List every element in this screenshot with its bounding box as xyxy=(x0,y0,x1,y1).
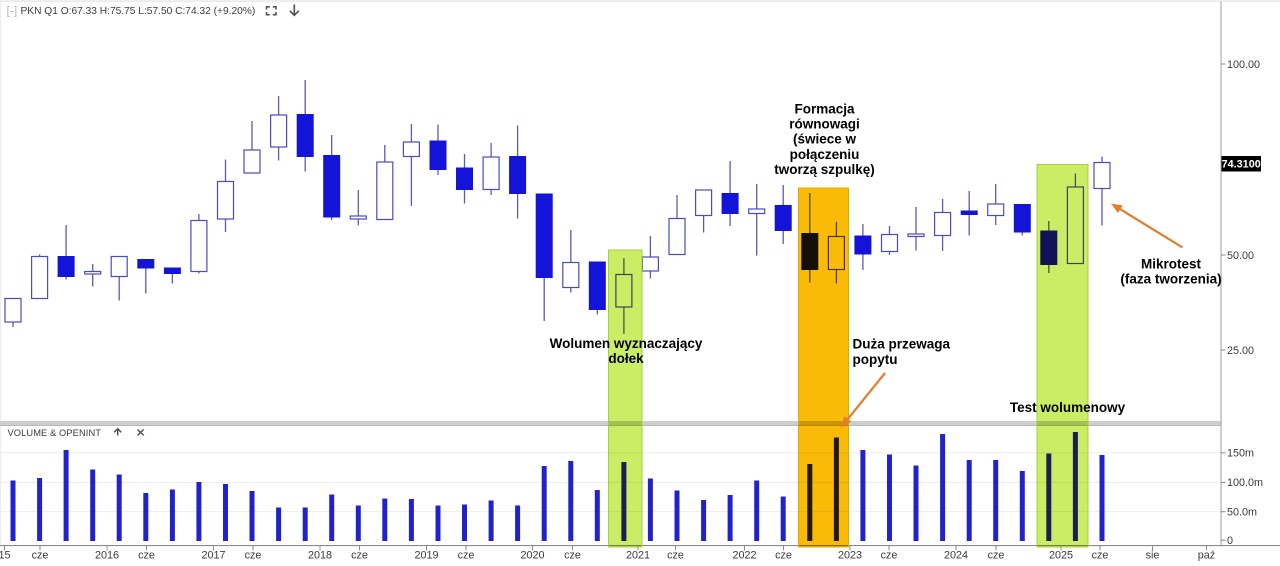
svg-text:0: 0 xyxy=(1227,535,1233,547)
svg-text:15: 15 xyxy=(0,550,11,562)
svg-text:Duża przewaga: Duża przewaga xyxy=(853,337,951,352)
svg-text:150m: 150m xyxy=(1227,448,1254,460)
svg-text:100.0m: 100.0m xyxy=(1227,477,1263,489)
svg-text:2024: 2024 xyxy=(944,550,968,562)
svg-text:cze: cze xyxy=(1092,550,1109,562)
svg-text:2017: 2017 xyxy=(201,550,225,562)
svg-text:cze: cze xyxy=(775,550,792,562)
svg-text:Wolumen wyznaczający: Wolumen wyznaczający xyxy=(550,336,703,351)
svg-text:2020: 2020 xyxy=(520,550,544,562)
svg-text:cze: cze xyxy=(32,550,49,562)
svg-text:50.00: 50.00 xyxy=(1227,250,1254,262)
svg-text:25.00: 25.00 xyxy=(1227,345,1254,357)
svg-text:PKN Q1 O:67.33 H:75.75 L:57.50: PKN Q1 O:67.33 H:75.75 L:57.50 C:74.32 (… xyxy=(21,6,256,17)
svg-text:2022: 2022 xyxy=(732,550,756,562)
svg-text:cze: cze xyxy=(564,550,581,562)
svg-text:cze: cze xyxy=(351,550,368,562)
svg-text:równowagi: równowagi xyxy=(789,116,860,131)
svg-text:popytu: popytu xyxy=(853,352,898,367)
svg-text:cze: cze xyxy=(881,550,898,562)
svg-text:Mikrotest: Mikrotest xyxy=(1141,257,1202,272)
svg-text:100.00: 100.00 xyxy=(1227,59,1260,71)
svg-text:VOLUME & OPENINT: VOLUME & OPENINT xyxy=(8,428,102,438)
svg-text:połączeniu: połączeniu xyxy=(790,147,860,162)
svg-text:tworzą szpulkę): tworzą szpulkę) xyxy=(774,162,875,177)
svg-text:(faza tworzenia): (faza tworzenia) xyxy=(1120,272,1221,287)
svg-text:cze: cze xyxy=(138,550,155,562)
svg-text:74.3100: 74.3100 xyxy=(1222,159,1261,171)
svg-text:paź: paź xyxy=(1198,550,1215,562)
svg-text:dołek: dołek xyxy=(608,351,644,366)
svg-text:cze: cze xyxy=(667,550,684,562)
svg-text:Formacja: Formacja xyxy=(794,101,855,116)
svg-text:Test wolumenowy: Test wolumenowy xyxy=(1010,400,1126,415)
svg-text:2018: 2018 xyxy=(308,550,332,562)
svg-text:2016: 2016 xyxy=(95,550,119,562)
svg-text:2025: 2025 xyxy=(1049,550,1073,562)
svg-text:sie: sie xyxy=(1146,550,1160,562)
svg-text:2019: 2019 xyxy=(414,550,438,562)
svg-text:50.0m: 50.0m xyxy=(1227,507,1257,519)
svg-text:cze: cze xyxy=(988,550,1005,562)
svg-text:cze: cze xyxy=(458,550,475,562)
svg-text:2021: 2021 xyxy=(626,550,650,562)
svg-text:cze: cze xyxy=(245,550,262,562)
svg-text:2023: 2023 xyxy=(838,550,862,562)
svg-text:[-]: [-] xyxy=(7,4,18,18)
svg-text:(świece w: (świece w xyxy=(793,132,857,147)
